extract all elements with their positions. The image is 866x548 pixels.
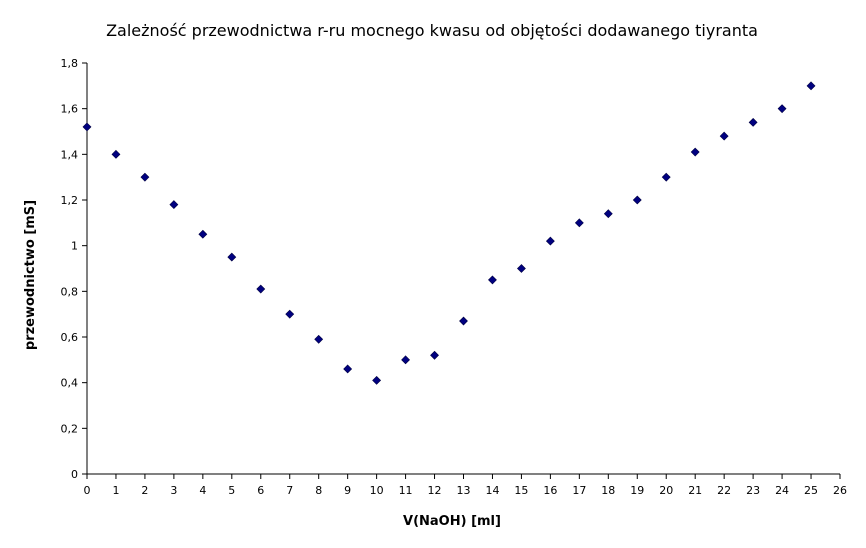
x-axis-ticks: 0 1 2 3 4 5 6 7 8 9 10 11 12 13 14 15 16 17 18 19 20 21 22 23 24… [84, 474, 847, 497]
data-point [372, 375, 382, 385]
y-axis-label: przewodnictwo [mS] [23, 200, 38, 350]
data-points [82, 81, 816, 385]
y-tick-label: 0,2 [61, 422, 79, 435]
data-point [285, 309, 295, 319]
data-point [690, 147, 700, 157]
y-tick-label: 0,4 [61, 377, 79, 390]
data-point [459, 316, 468, 326]
x-tick-label: 5 [228, 484, 235, 497]
data-point [256, 284, 266, 294]
data-point [603, 209, 613, 219]
data-point [777, 104, 787, 114]
data-point [169, 200, 179, 209]
x-tick-label: 9 [344, 484, 351, 497]
x-tick-label: 14 [485, 484, 499, 497]
y-tick-label: 0 [71, 468, 78, 481]
x-tick-label: 3 [170, 484, 177, 497]
x-tick-label: 6 [257, 484, 264, 497]
x-tick-label: 2 [141, 484, 148, 497]
data-point [661, 172, 671, 182]
y-axis-ticks: 0 0,2 0,4 0,6 0,8 1 1,2 1,4 1,6 1,8 [61, 57, 87, 481]
data-point [545, 236, 555, 246]
x-tick-label: 17 [572, 484, 586, 497]
x-tick-label: 10 [370, 484, 384, 497]
data-point [198, 229, 208, 239]
x-tick-label: 24 [775, 484, 789, 497]
y-tick-label: 1 [71, 240, 78, 253]
y-tick-label: 0,6 [61, 331, 79, 344]
data-point [574, 218, 584, 228]
y-tick-label: 0,8 [61, 285, 79, 298]
data-point [806, 81, 816, 91]
x-tick-label: 11 [399, 484, 413, 497]
y-tick-label: 1,6 [61, 103, 79, 116]
data-point [82, 122, 92, 132]
data-point [430, 350, 439, 360]
data-point [111, 149, 121, 159]
data-point [488, 275, 497, 285]
y-tick-label: 1,8 [61, 57, 79, 70]
x-tick-label: 22 [717, 484, 731, 497]
data-point [632, 195, 642, 205]
x-tick-label: 25 [804, 484, 818, 497]
y-tick-label: 1,2 [61, 194, 79, 207]
data-point [227, 252, 237, 262]
x-axis-label: V(NaOH) [ml] [403, 514, 501, 529]
x-tick-label: 4 [199, 484, 206, 497]
x-tick-label: 1 [112, 484, 119, 497]
chart-title: Zależność przewodnictwa r-ru mocnego kwa… [106, 21, 758, 40]
x-tick-label: 7 [286, 484, 293, 497]
x-tick-label: 16 [543, 484, 557, 497]
data-point [748, 117, 758, 127]
data-point [401, 355, 411, 365]
x-tick-label: 23 [746, 484, 760, 497]
x-tick-label: 12 [428, 484, 442, 497]
x-tick-label: 18 [601, 484, 615, 497]
data-point [314, 334, 324, 344]
x-tick-label: 19 [630, 484, 644, 497]
data-point [343, 364, 353, 374]
x-tick-label: 8 [315, 484, 322, 497]
data-point [719, 131, 729, 141]
y-tick-label: 1,4 [61, 148, 79, 161]
x-tick-label: 20 [659, 484, 673, 497]
x-tick-label: 21 [688, 484, 702, 497]
x-tick-label: 26 [833, 484, 847, 497]
x-tick-label: 0 [84, 484, 91, 497]
data-point [516, 264, 526, 273]
x-tick-label: 15 [514, 484, 528, 497]
x-tick-label: 13 [457, 484, 471, 497]
data-point [140, 172, 150, 182]
